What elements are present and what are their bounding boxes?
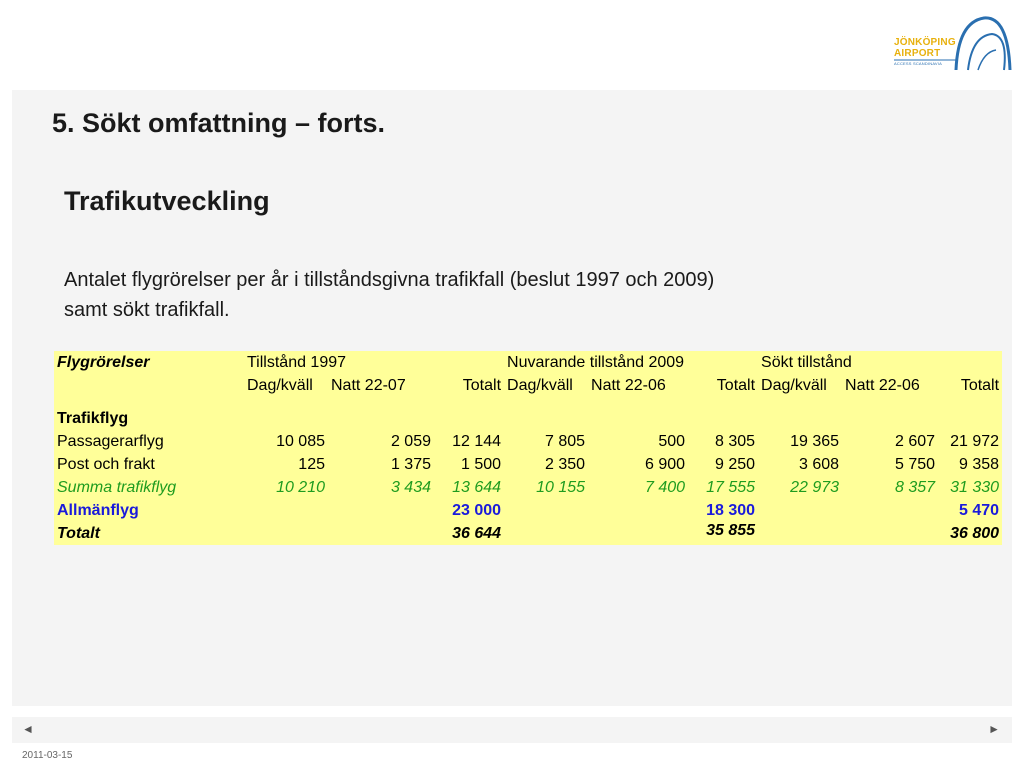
section-label: Trafikflyg: [57, 409, 129, 427]
sub-header: Totalt: [462, 376, 502, 394]
cell: 9 358: [959, 455, 1000, 473]
logo-line-1: JÖNKÖPING: [894, 37, 956, 48]
row-label: Passagerarflyg: [57, 432, 164, 450]
jonkoping-airport-logo: JÖNKÖPING AIRPORT ACCESS SCANDINAVIA: [892, 12, 1014, 76]
table-row: Post och frakt 125 1 375 1 500 2 350 6 9…: [54, 453, 1002, 476]
row-label: Summa trafikflyg: [57, 478, 177, 496]
cell: 36 644: [452, 524, 502, 542]
cell: 17 555: [706, 478, 756, 496]
row-label: Allmänflyg: [57, 501, 139, 519]
cell: 31 330: [950, 478, 1000, 496]
row-label: Totalt: [57, 524, 100, 542]
cell: 12 144: [452, 432, 502, 450]
cell: 13 644: [452, 478, 502, 496]
next-slide-icon[interactable]: ►: [988, 722, 1000, 736]
cell: 23 000: [452, 501, 502, 519]
cell: 21 972: [950, 432, 1000, 450]
previous-slide-icon[interactable]: ◄: [22, 722, 34, 736]
group-header-1997: Tillstånd 1997: [247, 353, 347, 371]
row-label-header: Flygrörelser: [57, 353, 150, 371]
body-line-2: samt sökt trafikfall.: [64, 299, 230, 321]
cell: 18 300: [706, 501, 756, 519]
airport-arc-icon: [894, 16, 1012, 71]
cell: 35 855: [706, 522, 756, 539]
row-label: Post och frakt: [57, 455, 155, 473]
traffic-table: Flygrörelser Tillstånd 1997 Nuvarande ti…: [54, 351, 1002, 545]
cell: 6 900: [644, 455, 686, 473]
sub-header: Natt 22-06: [591, 376, 666, 394]
sub-header: Natt 22-07: [331, 376, 406, 394]
slide-nav-bar: ◄ ►: [12, 717, 1012, 743]
cell: 10 210: [276, 478, 325, 496]
cell: 500: [658, 432, 686, 450]
logo-tagline: ACCESS SCANDINAVIA: [894, 61, 942, 66]
group-header-sought: Sökt tillstånd: [761, 353, 852, 371]
cell: 10 085: [276, 432, 325, 450]
cell: 5 750: [895, 455, 936, 473]
cell: 3 608: [799, 455, 840, 473]
cell: 7 400: [644, 478, 686, 496]
sub-header: Totalt: [960, 376, 1000, 394]
group-header-2009: Nuvarande tillstånd 2009: [507, 353, 685, 371]
table-row: Passagerarflyg 10 085 2 059 12 144 7 805…: [54, 430, 1002, 453]
cell: 2 350: [544, 455, 586, 473]
body-line-1: Antalet flygrörelser per år i tillstånds…: [64, 269, 715, 291]
cell: 8 305: [715, 432, 756, 450]
logo-wordmark: JÖNKÖPING AIRPORT: [894, 37, 956, 59]
cell: 2 607: [895, 432, 936, 450]
sub-header: Dag/kväll: [761, 376, 827, 394]
cell: 1 500: [460, 455, 502, 473]
table-header-row-1: Flygrörelser Tillstånd 1997 Nuvarande ti…: [54, 351, 1002, 374]
cell: 2 059: [390, 432, 431, 450]
sub-header: Natt 22-06: [845, 376, 920, 394]
cell: 10 155: [536, 478, 586, 496]
table-sum-row: Summa trafikflyg 10 210 3 434 13 644 10 …: [54, 476, 1002, 499]
sub-header: Dag/kväll: [507, 376, 573, 394]
table-total-row: Totalt 36 644 35 855 36 800: [54, 522, 1002, 545]
logo-line-2: AIRPORT: [894, 48, 941, 59]
sub-header: Totalt: [716, 376, 756, 394]
cell: 8 357: [895, 478, 936, 496]
cell: 36 800: [950, 524, 1000, 542]
slide-body-text: Antalet flygrörelser per år i tillstånds…: [64, 265, 944, 325]
table-general-aviation-row: Allmänflyg 23 000 18 300 5 470: [54, 499, 1002, 522]
traffic-table-grid: Flygrörelser Tillstånd 1997 Nuvarande ti…: [54, 351, 1002, 545]
slide-subtitle: Trafikutveckling: [64, 186, 270, 216]
table-header-row-2: Dag/kväll Natt 22-07 Totalt Dag/kväll Na…: [54, 374, 1002, 397]
table-section-row: Trafikflyg: [54, 407, 1002, 430]
footer-date: 2011-03-15: [22, 750, 73, 761]
cell: 3 434: [390, 478, 431, 496]
cell: 7 805: [544, 432, 586, 450]
sub-header: Dag/kväll: [247, 376, 313, 394]
cell: 19 365: [790, 432, 840, 450]
cell: 5 470: [959, 501, 1000, 519]
cell: 1 375: [390, 455, 431, 473]
slide-title: 5. Sökt omfattning – forts.: [52, 108, 386, 138]
cell: 9 250: [715, 455, 756, 473]
cell: 22 973: [790, 478, 840, 496]
slide-panel: 5. Sökt omfattning – forts. Trafikutveck…: [12, 90, 1012, 706]
cell: 125: [298, 455, 325, 473]
